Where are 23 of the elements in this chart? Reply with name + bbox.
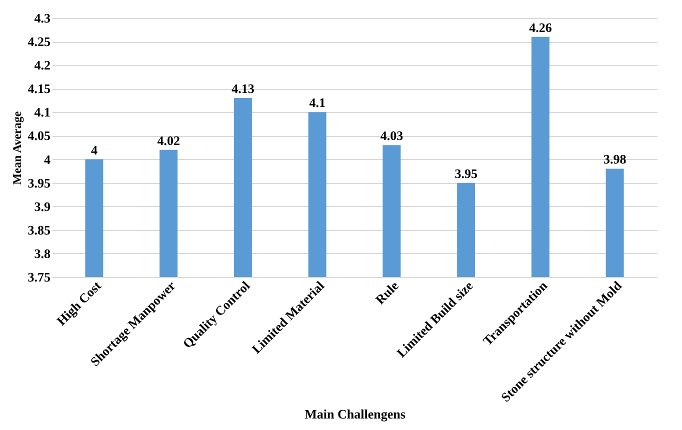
data-label: 4.02: [157, 132, 180, 148]
x-axis-title: Main Challengens: [304, 406, 406, 422]
y-tick-label: 4.2: [34, 58, 50, 73]
y-tick-label: 4.05: [28, 128, 51, 144]
y-tick-label: 3.75: [28, 270, 51, 284]
y-tick-label: 4.25: [28, 34, 51, 50]
data-label: 4.1: [309, 95, 326, 110]
data-label: 3.95: [454, 166, 478, 181]
y-tick-label: 4.15: [28, 81, 51, 96]
y-tick-label: 3.8: [34, 246, 51, 261]
y-axis-title: Mean Average: [10, 110, 24, 185]
y-tick-label: 3.85: [28, 222, 51, 238]
y-tick-label: 4.3: [34, 10, 51, 26]
y-tick-label: 3.9: [34, 198, 51, 214]
y-tick-label: 4: [44, 152, 51, 167]
data-label: 4.13: [232, 81, 255, 96]
x-tick-label: Rule: [372, 278, 402, 308]
y-tick-label: 4.1: [34, 104, 50, 120]
data-label: 4: [90, 142, 98, 158]
data-label: 4.03: [380, 128, 404, 144]
data-label: 4.26: [529, 20, 552, 35]
y-tick-label: 3.95: [28, 175, 51, 190]
data-label: 3.98: [603, 152, 627, 167]
